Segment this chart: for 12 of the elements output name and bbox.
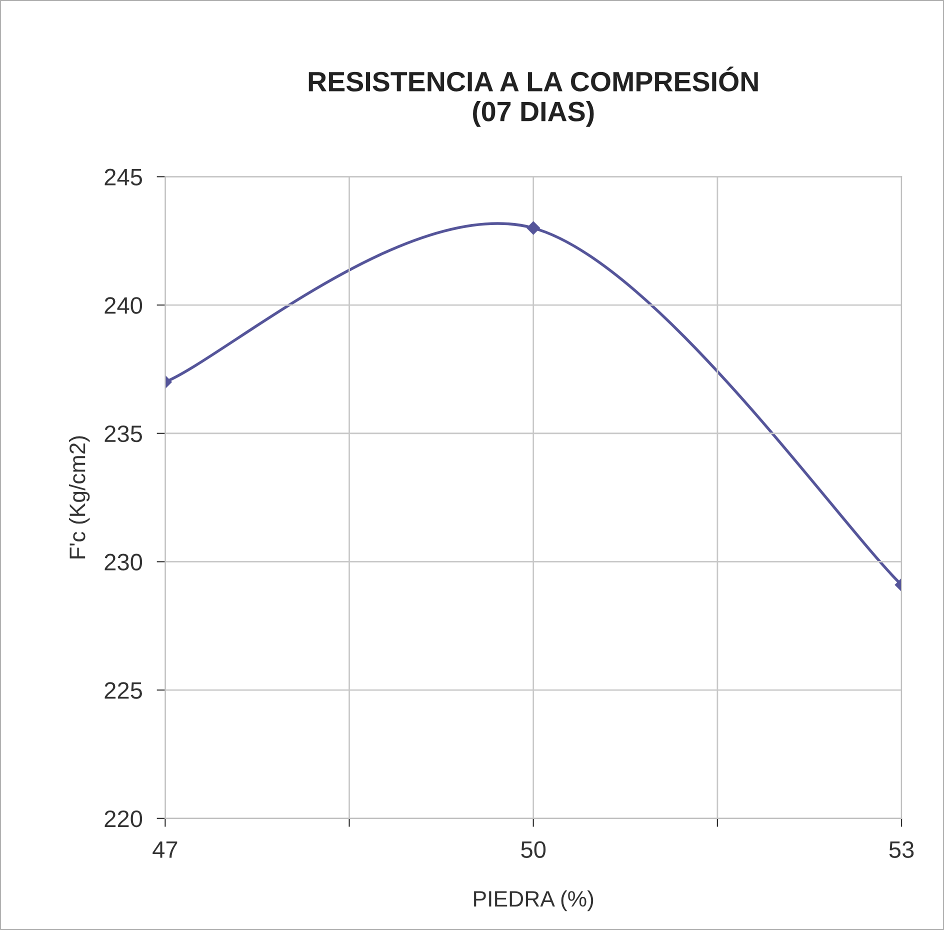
y-tick-label: 230 [104,554,142,571]
y-tick-label: 235 [104,425,142,442]
chart-title: RESISTENCIA A LA COMPRESIÓN (07 DIAS) [308,66,758,127]
y-tick-label: 220 [104,810,142,828]
y-tick-label: 240 [104,297,142,314]
y-tick-label: 245 [104,168,142,186]
x-tick-label: 50 [521,841,546,858]
x-tick-label: 47 [152,841,178,858]
x-axis-title: PIEDRA (%) [474,890,594,912]
y-axis-title: F'c (Kg/cm2) [68,436,90,558]
x-tick-label: 53 [889,841,914,858]
y-tick-label: 225 [104,682,142,699]
